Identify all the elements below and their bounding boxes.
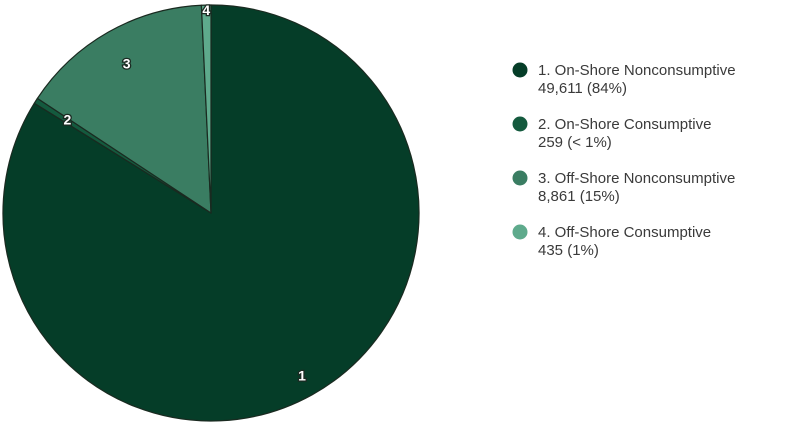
pie-slice-label-1: 1 bbox=[298, 367, 306, 383]
legend-label-3: 3. Off-Shore Nonconsumptive bbox=[538, 170, 735, 187]
legend-swatch-1 bbox=[512, 62, 528, 78]
pie-slice-label-4: 4 bbox=[202, 2, 210, 18]
legend-label-1: 1. On-Shore Nonconsumptive bbox=[538, 62, 736, 79]
pie-slice-label-3: 3 bbox=[123, 55, 131, 71]
legend-label-4: 4. Off-Shore Consumptive bbox=[538, 224, 711, 241]
legend-detail-2: 259 (< 1%) bbox=[538, 134, 612, 151]
pie-slices bbox=[2, 4, 420, 422]
legend-swatch-4 bbox=[512, 224, 528, 240]
pie-slice-3 bbox=[36, 4, 212, 214]
pie-slice-label-2: 2 bbox=[64, 112, 72, 128]
legend-label-2: 2. On-Shore Consumptive bbox=[538, 116, 711, 133]
legend-detail-1: 49,611 (84%) bbox=[538, 80, 627, 97]
pie-slice-4 bbox=[200, 4, 212, 214]
legend-swatch-2 bbox=[512, 116, 528, 132]
pie-slice-labels: 1 2 3 4 bbox=[62, 1, 307, 385]
legend-swatch-3 bbox=[512, 170, 528, 186]
legend-detail-3: 8,861 (15%) bbox=[538, 188, 620, 205]
legend-detail-4: 435 (1%) bbox=[538, 242, 599, 259]
